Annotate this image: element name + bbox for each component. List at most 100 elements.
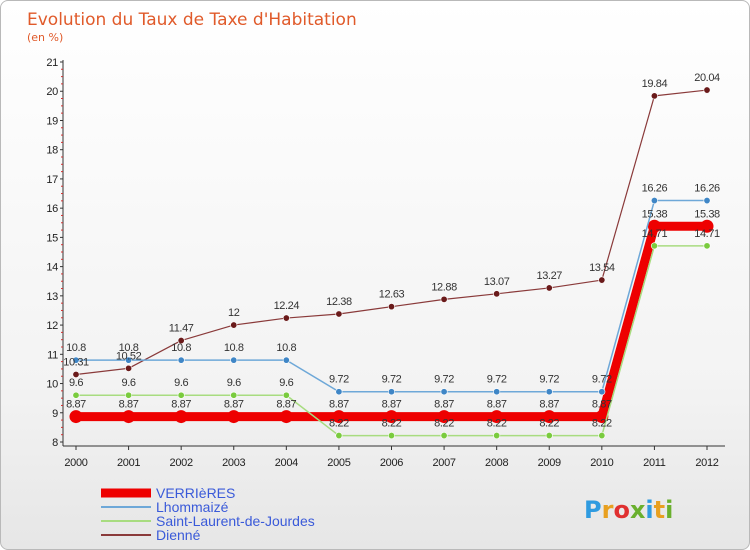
data-label-1-5: 9.72 [329,374,349,386]
data-label-2-5: 8.22 [329,418,349,430]
data-point-0-5 [332,410,346,424]
data-point-2-11 [650,242,658,250]
data-point-2-6 [387,432,395,440]
data-point-3-8 [493,290,501,298]
data-point-0-9 [542,410,556,424]
x-tick-label: 2000 [64,457,87,469]
data-label-0-11: 15.38 [642,208,668,220]
data-point-3-5 [335,310,343,318]
data-label-0-6: 8.87 [382,399,402,411]
chart-title: Evolution du Taux de Taxe d'Habitation [27,10,357,30]
legend-label-1: Lhommaizé [156,499,229,515]
data-point-2-1 [125,391,133,399]
data-point-2-4 [282,391,290,399]
data-point-0-4 [279,410,293,424]
data-label-1-1: 10.8 [119,342,139,354]
data-label-1-9: 9.72 [539,374,559,386]
data-label-3-3: 12 [228,307,240,319]
data-point-2-12 [703,242,711,250]
data-point-0-12 [700,219,714,233]
data-labels: 8.87 8.87 8.87 8.87 8.87 8.87 8.87 8.87 8.87 8.87… [63,72,720,430]
data-label-1-2: 10.8 [171,342,191,354]
data-point-2-9 [545,432,553,440]
data-label-3-10: 13.54 [589,262,615,274]
data-point-1-7 [440,388,448,396]
logo-letter: x [630,496,646,524]
legend: VERRIèRESLhommaizéSaint-Laurent-de-Jourd… [101,485,315,543]
series-lines [69,86,714,440]
data-point-2-3 [230,391,238,399]
data-point-3-1 [125,364,133,372]
logo-letter: i [665,496,673,524]
data-point-3-4 [282,314,290,322]
chart-subtitle: (en %) [27,31,63,44]
data-label-3-8: 13.07 [484,276,510,288]
data-label-3-5: 12.38 [326,296,352,308]
data-point-1-0 [72,356,80,364]
data-point-2-10 [598,432,606,440]
data-point-0-8 [490,410,504,424]
y-tick-label: 17 [46,174,58,186]
data-label-2-7: 8.22 [434,418,454,430]
y-tick-label: 11 [47,349,58,361]
legend-label-2: Saint-Laurent-de-Jourdes [156,513,315,529]
data-point-2-5 [335,432,343,440]
logo-letter: P [584,496,602,524]
data-label-3-9: 13.27 [536,270,562,282]
data-point-1-1 [125,356,133,364]
data-label-1-12: 16.26 [694,183,720,195]
data-label-1-6: 9.72 [382,374,402,386]
data-point-0-10 [595,410,609,424]
data-label-2-1: 9.6 [122,377,136,389]
data-label-3-11: 19.84 [642,78,668,90]
x-tick-label: 2008 [485,457,508,469]
data-point-0-1 [122,410,136,424]
data-label-0-10: 8.87 [592,399,612,411]
data-label-0-0: 8.87 [66,399,86,411]
data-label-0-2: 8.87 [171,399,191,411]
data-point-0-11 [647,219,661,233]
data-point-0-0 [69,410,83,424]
x-tick-label: 2010 [590,457,613,469]
data-label-0-4: 8.87 [276,399,296,411]
data-point-2-0 [72,391,80,399]
data-point-3-12 [703,86,711,94]
x-tick-label: 2011 [643,457,666,469]
data-label-3-0: 10.31 [63,356,89,368]
axes: 8 9 10 11 12 13 14 15 16 17 18 19 20 21 2000 2001 2002 20… [46,57,725,469]
data-label-3-7: 12.88 [431,281,457,293]
data-point-0-2 [174,410,188,424]
x-tick-label: 2003 [222,457,245,469]
x-tick-label: 2012 [695,457,718,469]
data-label-1-7: 9.72 [434,374,454,386]
y-tick-label: 16 [46,203,58,215]
x-tick-label: 2001 [117,457,140,469]
data-label-0-7: 8.87 [434,399,454,411]
x-tick-label: 2009 [538,457,561,469]
data-label-2-9: 8.22 [539,418,559,430]
data-point-1-8 [493,388,501,396]
data-point-3-0 [72,370,80,378]
logo-letter: o [613,496,630,524]
y-tick-label: 13 [46,291,58,303]
data-point-1-3 [230,356,238,364]
data-label-1-8: 9.72 [487,374,507,386]
data-label-2-3: 9.6 [227,377,241,389]
x-tick-label: 2007 [432,457,455,469]
data-label-2-12: 14.71 [694,228,720,240]
logo-letter: t [654,496,665,524]
data-label-2-2: 9.6 [174,377,188,389]
legend-label-3: Dienné [156,527,201,543]
x-tick-label: 2005 [327,457,350,469]
y-tick-label: 12 [46,320,58,332]
y-tick-label: 14 [46,262,58,274]
data-label-3-6: 12.63 [379,289,405,301]
y-tick-label: 18 [46,145,58,157]
y-tick-label: 8 [52,437,58,449]
data-point-0-7 [437,410,451,424]
series-line-0 [71,221,712,422]
data-point-1-10 [598,388,606,396]
logo-letter: i [645,496,653,524]
data-point-1-9 [545,388,553,396]
data-label-0-12: 15.38 [694,208,720,220]
